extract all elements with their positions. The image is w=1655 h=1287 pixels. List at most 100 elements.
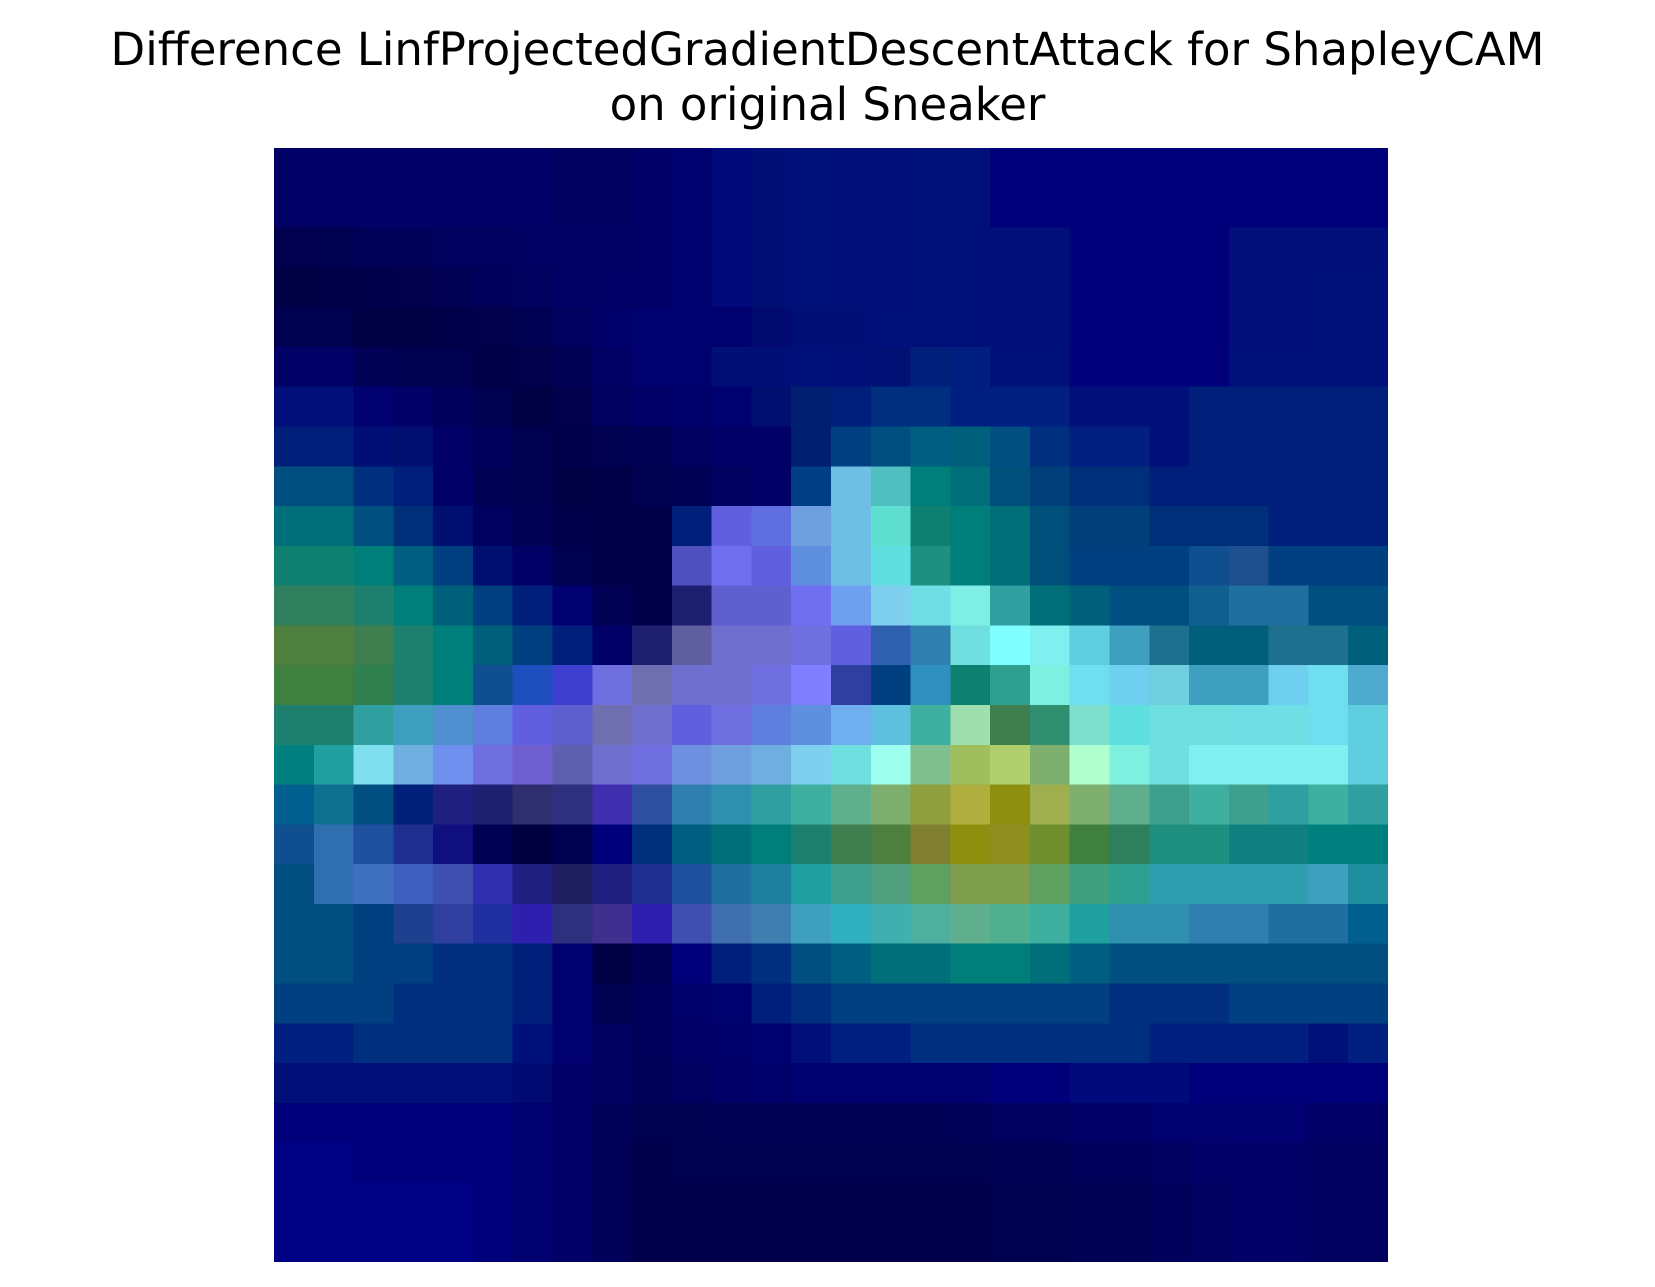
heatmap-cell <box>870 506 912 547</box>
heatmap-cell <box>313 148 355 189</box>
heatmap-cell <box>1109 267 1150 308</box>
heatmap-cell <box>313 943 355 985</box>
heatmap-cell <box>751 983 792 1024</box>
heatmap-cell <box>870 665 912 706</box>
heatmap-cell <box>910 585 951 627</box>
heatmap-cell <box>671 227 713 268</box>
heatmap-cell <box>791 148 832 189</box>
heatmap-cell <box>711 426 753 467</box>
heatmap-cell <box>512 943 554 985</box>
heatmap-cell <box>950 943 991 985</box>
heatmap-cell <box>910 1063 951 1104</box>
heatmap-cell <box>1149 784 1190 825</box>
heatmap-cell <box>1149 506 1190 547</box>
heatmap-cell <box>393 903 434 945</box>
heatmap-cell <box>910 625 951 666</box>
heatmap-cell <box>910 346 951 388</box>
heatmap-cell <box>1308 506 1349 547</box>
heatmap-cell <box>870 148 912 189</box>
heatmap-cell <box>1109 1182 1150 1223</box>
heatmap-cell <box>1228 545 1270 587</box>
heatmap-cell <box>791 1182 832 1223</box>
heatmap-cell <box>1348 1023 1388 1064</box>
heatmap-cell <box>831 227 872 268</box>
heatmap-cell <box>512 665 554 706</box>
heatmap-cell <box>910 307 951 348</box>
heatmap-cell <box>831 466 872 507</box>
heatmap-cell <box>393 784 434 825</box>
heatmap-cell <box>313 346 355 388</box>
heatmap-cell <box>751 744 792 786</box>
heatmap-cell <box>831 426 872 467</box>
heatmap-cell <box>870 466 912 507</box>
heatmap-cell <box>512 1023 554 1064</box>
heatmap-cell <box>1348 1222 1388 1262</box>
heatmap-cell <box>1189 983 1230 1024</box>
heatmap-cell <box>433 943 474 985</box>
heatmap-cell <box>711 824 753 865</box>
heatmap-cell <box>990 665 1031 706</box>
heatmap-cell <box>1029 1182 1071 1223</box>
heatmap-cell <box>472 903 514 945</box>
heatmap-cell <box>592 744 633 786</box>
heatmap-cell <box>1348 267 1388 308</box>
heatmap-cell <box>1109 744 1150 786</box>
heatmap-cell <box>1268 1142 1310 1184</box>
heatmap-cell <box>1268 1063 1310 1104</box>
heatmap-cell <box>592 346 633 388</box>
heatmap-cell <box>1149 665 1190 706</box>
heatmap-cell <box>313 545 355 587</box>
heatmap-cell <box>1348 545 1388 587</box>
heatmap-cell <box>831 864 872 905</box>
heatmap-cell <box>1189 426 1230 467</box>
heatmap-cell <box>1308 943 1349 985</box>
heatmap-cell <box>870 386 912 428</box>
heatmap-cell <box>632 1102 673 1144</box>
heatmap-cell <box>433 744 474 786</box>
heatmap-cell <box>512 625 554 666</box>
heatmap-cell <box>751 864 792 905</box>
heatmap-cell <box>1189 784 1230 825</box>
heatmap-cell <box>552 784 593 825</box>
heatmap-cell <box>831 386 872 428</box>
heatmap-cell <box>552 1182 593 1223</box>
heatmap-cell <box>1149 983 1190 1024</box>
heatmap-cell <box>1268 307 1310 348</box>
heatmap-cell <box>671 148 713 189</box>
heatmap-cell <box>791 744 832 786</box>
heatmap-cell <box>353 466 394 507</box>
heatmap-cell <box>552 466 593 507</box>
heatmap-cell <box>671 744 713 786</box>
heatmap-cell <box>751 187 792 229</box>
heatmap-cell <box>1109 426 1150 467</box>
heatmap-cell <box>1189 864 1230 905</box>
heatmap-cell <box>512 187 554 229</box>
heatmap-cell <box>1069 744 1111 786</box>
heatmap-cell <box>1348 1142 1388 1184</box>
heatmap-cell <box>990 585 1031 627</box>
heatmap-cell <box>791 625 832 666</box>
heatmap-cell <box>274 1182 315 1223</box>
heatmap-cell <box>1029 307 1071 348</box>
heatmap-cell <box>1189 903 1230 945</box>
heatmap-cell <box>1069 426 1111 467</box>
heatmap-cell <box>274 1102 315 1144</box>
heatmap-cell <box>552 267 593 308</box>
heatmap-cell <box>1029 545 1071 587</box>
heatmap-cell <box>671 943 713 985</box>
heatmap-cell <box>1069 307 1111 348</box>
heatmap-cell <box>831 267 872 308</box>
heatmap-cell <box>1069 227 1111 268</box>
heatmap-cell <box>950 148 991 189</box>
heatmap-cell <box>632 903 673 945</box>
heatmap-cell <box>1268 506 1310 547</box>
heatmap-cell <box>1228 943 1270 985</box>
heatmap-cell <box>910 824 951 865</box>
heatmap-cell <box>1348 625 1388 666</box>
heatmap-cell <box>1149 346 1190 388</box>
heatmap-cell <box>1348 585 1388 627</box>
heatmap-cell <box>1228 227 1270 268</box>
heatmap-cell <box>950 426 991 467</box>
heatmap-cell <box>1268 744 1310 786</box>
heatmap-cell <box>592 148 633 189</box>
